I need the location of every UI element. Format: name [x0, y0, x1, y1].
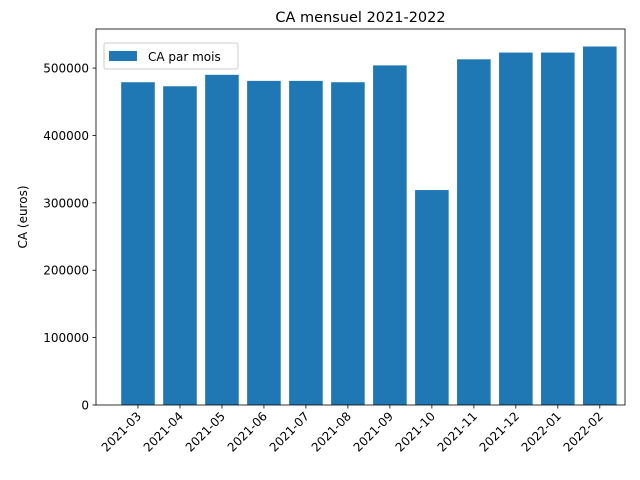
y-tick-label: 100000: [43, 331, 89, 345]
bar-2022-02: [583, 46, 617, 405]
bar-2021-03: [121, 82, 155, 405]
legend: CA par mois: [103, 42, 239, 70]
bars-group: [121, 46, 617, 406]
bar-2021-11: [457, 59, 491, 406]
bar-2021-05: [205, 74, 239, 405]
y-tick-label: 200000: [43, 264, 89, 278]
y-axis-label: CA (euros): [16, 185, 30, 248]
bar-2022-01: [541, 52, 575, 405]
bar-2021-12: [499, 52, 533, 405]
bar-2021-04: [163, 86, 197, 405]
y-tick-label: 400000: [43, 129, 89, 143]
bar-2021-07: [289, 80, 323, 405]
legend-swatch: [109, 51, 137, 61]
bar-2021-08: [331, 82, 365, 405]
y-tick-label: 300000: [43, 196, 89, 210]
bar-2021-10: [415, 190, 449, 405]
y-tick-label: 0: [81, 399, 89, 413]
chart-title: CA mensuel 2021-2022: [275, 10, 445, 26]
legend-box: [103, 42, 239, 70]
y-tick-label: 500000: [43, 62, 89, 76]
y-axis-ticks: 0 100000 200000 300000 400000 500000: [43, 62, 96, 413]
bar-2021-09: [373, 65, 407, 406]
axes-frame: [95, 28, 626, 406]
legend-label: CA par mois: [148, 50, 221, 64]
bar-2021-06: [247, 80, 281, 405]
